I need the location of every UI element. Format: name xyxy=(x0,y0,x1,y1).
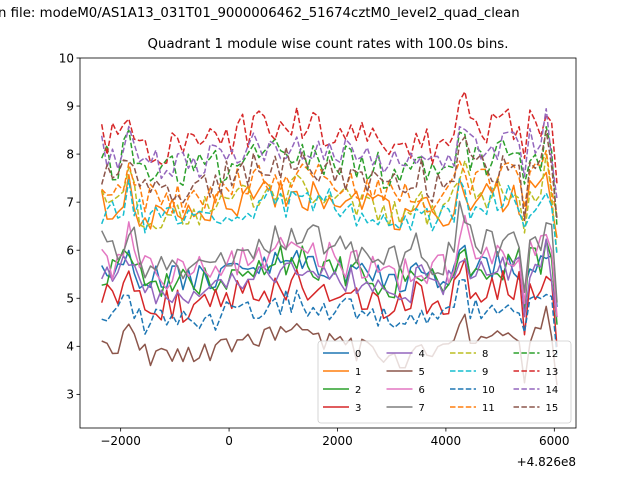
plot-frame xyxy=(79,57,577,429)
series-line-2 xyxy=(101,239,558,325)
legend-label-15: 15 xyxy=(546,403,559,414)
legend-label-11: 11 xyxy=(482,403,495,414)
y-tick-label: 6 xyxy=(66,244,74,258)
x-tick-label: 0 xyxy=(225,434,233,448)
legend-label-10: 10 xyxy=(482,385,495,396)
legend-label-7: 7 xyxy=(419,403,425,414)
legend-label-13: 13 xyxy=(546,367,559,378)
legend-label-8: 8 xyxy=(482,349,488,360)
series-line-3 xyxy=(100,258,558,347)
suptitle: n file: modeM0/AS1A13_031T01_9000006462_… xyxy=(0,6,520,21)
series-line-15 xyxy=(100,129,558,222)
series-line-5 xyxy=(101,305,558,386)
legend-label-1: 1 xyxy=(355,367,361,378)
legend-label-9: 9 xyxy=(482,367,488,378)
series-line-10 xyxy=(101,278,558,356)
series-layer xyxy=(100,91,558,386)
series-line-9 xyxy=(100,178,558,255)
series-line-11 xyxy=(101,149,558,218)
series-line-8 xyxy=(101,153,558,254)
x-tick-label: 2000 xyxy=(322,434,353,448)
legend-label-0: 0 xyxy=(355,349,361,360)
series-line-6 xyxy=(101,214,558,317)
legend-label-6: 6 xyxy=(419,385,425,396)
y-tick-label: 7 xyxy=(66,195,74,209)
x-offset-label: +4.826e8 xyxy=(517,455,576,469)
chart-title: Quadrant 1 module wise count rates with … xyxy=(147,37,509,52)
y-tick-label: 3 xyxy=(66,388,74,402)
legend-label-14: 14 xyxy=(546,385,559,396)
series-line-12 xyxy=(101,126,558,228)
legend-label-5: 5 xyxy=(419,367,425,378)
legend-label-4: 4 xyxy=(419,349,425,360)
series-line-7 xyxy=(101,200,558,303)
series-line-1 xyxy=(100,171,558,239)
x-tick-label: 6000 xyxy=(539,434,570,448)
y-tick-label: 5 xyxy=(66,292,74,306)
legend-label-2: 2 xyxy=(355,385,361,396)
y-tick-label: 4 xyxy=(66,340,74,354)
x-tick-label: 4000 xyxy=(431,434,462,448)
y-tick-label: 9 xyxy=(66,99,74,113)
series-line-4 xyxy=(101,238,558,318)
legend-label-12: 12 xyxy=(546,349,559,360)
x-tick-label: −2000 xyxy=(100,434,141,448)
y-tick-label: 8 xyxy=(66,147,74,161)
legend-box xyxy=(317,340,572,424)
series-line-14 xyxy=(100,107,558,200)
legend-label-3: 3 xyxy=(355,403,361,414)
y-tick-label: 10 xyxy=(59,51,74,65)
